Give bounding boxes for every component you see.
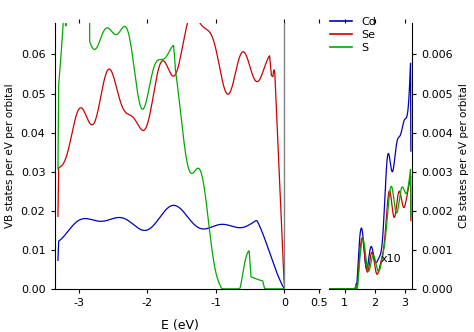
Y-axis label: VB states per eV per orbital: VB states per eV per orbital xyxy=(5,84,15,228)
Text: x10: x10 xyxy=(381,254,401,264)
Y-axis label: CB states per eV per orbital: CB states per eV per orbital xyxy=(459,84,469,228)
Legend: Cd, Se, S: Cd, Se, S xyxy=(326,12,380,58)
Text: E (eV): E (eV) xyxy=(161,319,199,332)
